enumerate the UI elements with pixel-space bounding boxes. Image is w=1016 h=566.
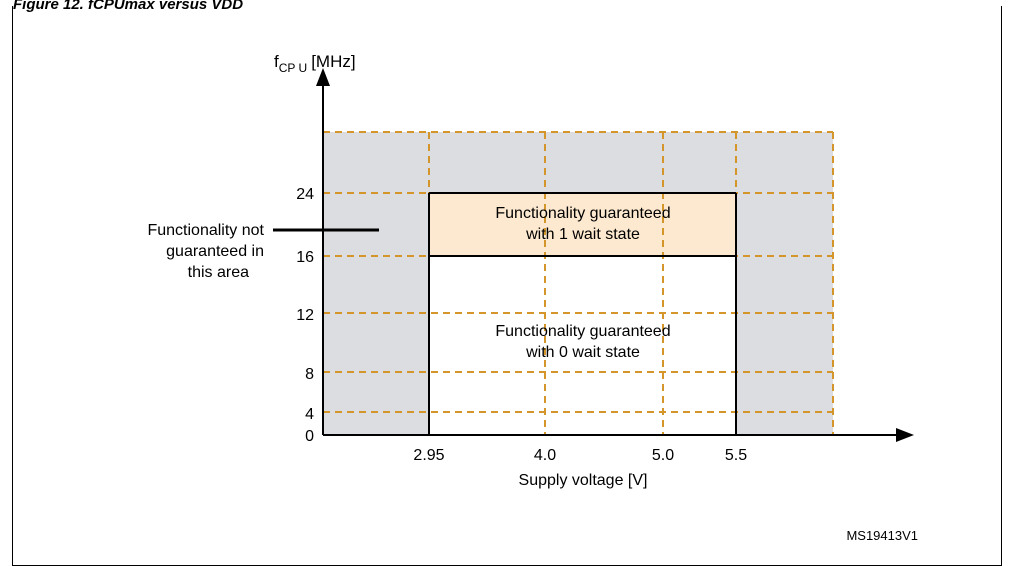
y-axis-label-sub: CP U xyxy=(279,61,307,75)
callout-line3: this area xyxy=(188,264,249,281)
x-tick-labels: 2.95 4.0 5.0 5.5 xyxy=(413,447,747,464)
y-tick-label: 24 xyxy=(296,186,314,203)
x-tick-label: 5.5 xyxy=(725,447,747,464)
y-axis-label-unit: [MHz] xyxy=(311,52,355,71)
x-axis-arrow xyxy=(896,428,914,442)
x-tick-label: 2.95 xyxy=(413,447,444,464)
y-axis-label-main: f xyxy=(274,52,279,71)
region-borders xyxy=(428,192,737,435)
callout-line1: Functionality not xyxy=(147,222,264,239)
zero-wait-label-line2: with 0 wait state xyxy=(525,344,640,361)
x-tick-label: 5.0 xyxy=(652,447,674,464)
figure-caption: Figure 12. fCPUmax versus VDD xyxy=(13,0,244,12)
y-tick-labels: 0 4 8 12 16 24 xyxy=(296,186,314,445)
figure: Figure 12. fCPUmax versus VDD xyxy=(12,0,1002,566)
zero-wait-label-line1: Functionality guaranteed xyxy=(495,323,670,340)
x-axis-label: Supply voltage [V] xyxy=(519,472,648,489)
y-tick-label: 12 xyxy=(296,307,314,324)
zero-wait-area xyxy=(429,256,736,435)
y-tick-label: 16 xyxy=(296,249,314,266)
callout-label: Functionality not guaranteed in this are… xyxy=(147,222,264,281)
one-wait-label-line2: with 1 wait state xyxy=(525,226,640,243)
frequency-voltage-diagram: fCP U [MHz] 0 4 8 12 16 24 2.95 4.0 5.0 5… xyxy=(147,52,918,543)
zero-wait-label: Functionality guaranteed with 0 wait sta… xyxy=(495,323,670,361)
one-wait-area xyxy=(429,193,736,256)
x-tick-label: 4.0 xyxy=(534,447,556,464)
one-wait-label-line1: Functionality guaranteed xyxy=(495,205,670,222)
y-axis-label: fCP U [MHz] xyxy=(274,52,356,75)
y-axis-arrow xyxy=(316,68,330,86)
callout-line2: guaranteed in xyxy=(166,243,264,260)
figure-reference: MS19413V1 xyxy=(846,528,918,543)
y-tick-label: 4 xyxy=(305,406,314,423)
y-tick-label: 0 xyxy=(305,428,314,445)
y-tick-label: 8 xyxy=(305,366,314,383)
one-wait-label: Functionality guaranteed with 1 wait sta… xyxy=(495,205,670,243)
